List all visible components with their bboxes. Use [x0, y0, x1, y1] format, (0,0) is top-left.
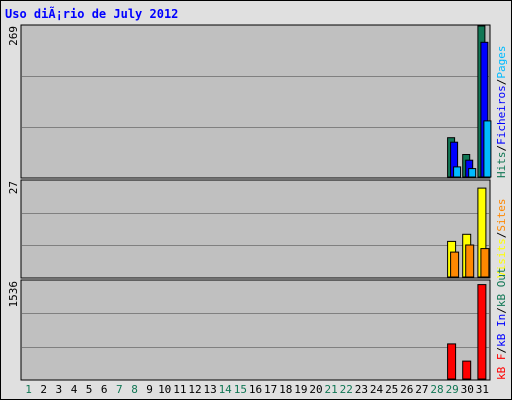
- legend-entry: /: [495, 347, 508, 354]
- x-tick-label: 24: [370, 383, 384, 396]
- bar-kb-f-day-31: [477, 284, 487, 380]
- x-tick-label: 21: [324, 383, 337, 396]
- bar-kb-f-day-30: [462, 360, 472, 380]
- x-tick-label: 5: [86, 383, 93, 396]
- x-tick-label: 14: [219, 383, 233, 396]
- x-tick-label: 1: [25, 383, 32, 396]
- legend-kbytes: kB F/kB In/kB Out: [495, 267, 508, 380]
- x-tick-label: 25: [385, 383, 398, 396]
- x-tick-label: 29: [446, 383, 459, 396]
- legend-entry: /: [495, 145, 508, 152]
- x-tick-label: 2: [40, 383, 47, 396]
- legend-hits-files-pages: Hits/Ficheiros/Pages: [495, 46, 508, 178]
- x-tick-label: 20: [309, 383, 322, 396]
- bar-pages-day-30: [468, 168, 477, 178]
- legend-entry: /: [495, 79, 508, 86]
- x-tick-label: 7: [116, 383, 123, 396]
- y-max-label: 1536: [7, 281, 20, 308]
- bar-sites-day-30: [465, 244, 475, 278]
- x-tick-label: 16: [249, 383, 262, 396]
- legend-entry: kB In: [495, 314, 508, 347]
- x-tick-label: 18: [279, 383, 292, 396]
- x-tick-label: 17: [264, 383, 277, 396]
- x-tick-label: 12: [188, 383, 201, 396]
- legend-entry: /: [495, 307, 508, 314]
- chart-title: Uso diÃ¡rio de July 2012: [5, 7, 179, 21]
- bar-pages-day-31: [483, 120, 492, 178]
- x-tick-label: 4: [71, 383, 78, 396]
- x-tick-label: 23: [355, 383, 368, 396]
- bar-sites-day-31: [480, 248, 490, 278]
- legend-entry: Ficheiros: [495, 85, 508, 145]
- legend-entry: kB Out: [495, 267, 508, 307]
- legend-entry: Hits: [495, 152, 508, 179]
- x-tick-label: 11: [173, 383, 186, 396]
- x-tick-label: 19: [294, 383, 307, 396]
- bar-sites-day-29: [450, 251, 460, 278]
- x-tick-label: 27: [415, 383, 428, 396]
- x-tick-label: 3: [55, 383, 62, 396]
- bar-kb-f-day-29: [447, 343, 457, 380]
- y-max-label: 27: [7, 181, 20, 194]
- x-tick-label: 8: [131, 383, 138, 396]
- legend-entry: /: [495, 232, 508, 239]
- legend-entry: Sites: [495, 199, 508, 232]
- plot-area-visits-sites: [20, 179, 491, 279]
- legend-entry: Visits: [495, 238, 508, 278]
- bar-pages-day-29: [453, 166, 462, 178]
- x-tick-label: 28: [430, 383, 443, 396]
- x-tick-label: 30: [461, 383, 474, 396]
- legend-entry: kB F: [495, 354, 508, 381]
- x-tick-label: 26: [400, 383, 413, 396]
- plot-area-kbytes: [20, 279, 491, 381]
- x-tick-label: 10: [158, 383, 171, 396]
- legend-entry: Pages: [495, 46, 508, 79]
- legend-visits-sites: Visits/Sites: [495, 199, 508, 279]
- x-tick-label: 9: [146, 383, 153, 396]
- x-tick-label: 15: [234, 383, 247, 396]
- x-tick-label: 6: [101, 383, 108, 396]
- y-max-label: 269: [7, 26, 20, 46]
- plot-area-hits-files-pages: [20, 24, 491, 179]
- x-tick-label: 22: [340, 383, 353, 396]
- x-tick-label: 31: [476, 383, 489, 396]
- x-tick-label: 13: [203, 383, 216, 396]
